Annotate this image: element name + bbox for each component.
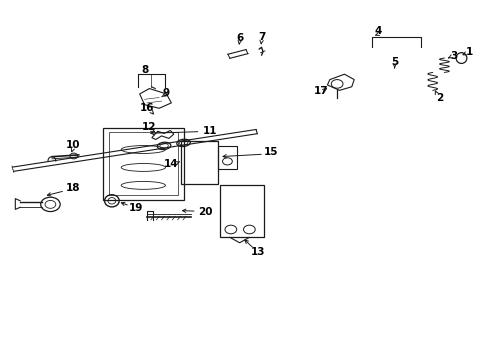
Bar (217, 146, 237, 169)
Text: 4: 4 (374, 26, 382, 36)
Text: 2: 2 (435, 93, 442, 103)
Text: 3: 3 (449, 50, 457, 60)
Text: 9: 9 (163, 88, 170, 98)
Text: 13: 13 (250, 247, 265, 257)
Text: 17: 17 (314, 86, 328, 96)
Bar (103, 128, 183, 200)
Text: 12: 12 (142, 122, 156, 132)
Text: 7: 7 (257, 32, 264, 42)
Text: 20: 20 (198, 207, 212, 217)
Text: 6: 6 (236, 33, 243, 42)
Text: 14: 14 (163, 159, 178, 169)
Text: 19: 19 (129, 203, 143, 213)
Text: 10: 10 (65, 140, 80, 150)
Bar (181, 140, 217, 184)
Text: 15: 15 (264, 147, 278, 157)
Text: 18: 18 (65, 183, 80, 193)
Text: 1: 1 (465, 47, 472, 57)
Bar (220, 185, 264, 237)
Text: 5: 5 (390, 57, 398, 67)
Text: 11: 11 (203, 126, 217, 135)
Text: 16: 16 (140, 103, 154, 113)
Bar (109, 132, 177, 195)
Text: 8: 8 (141, 64, 148, 75)
